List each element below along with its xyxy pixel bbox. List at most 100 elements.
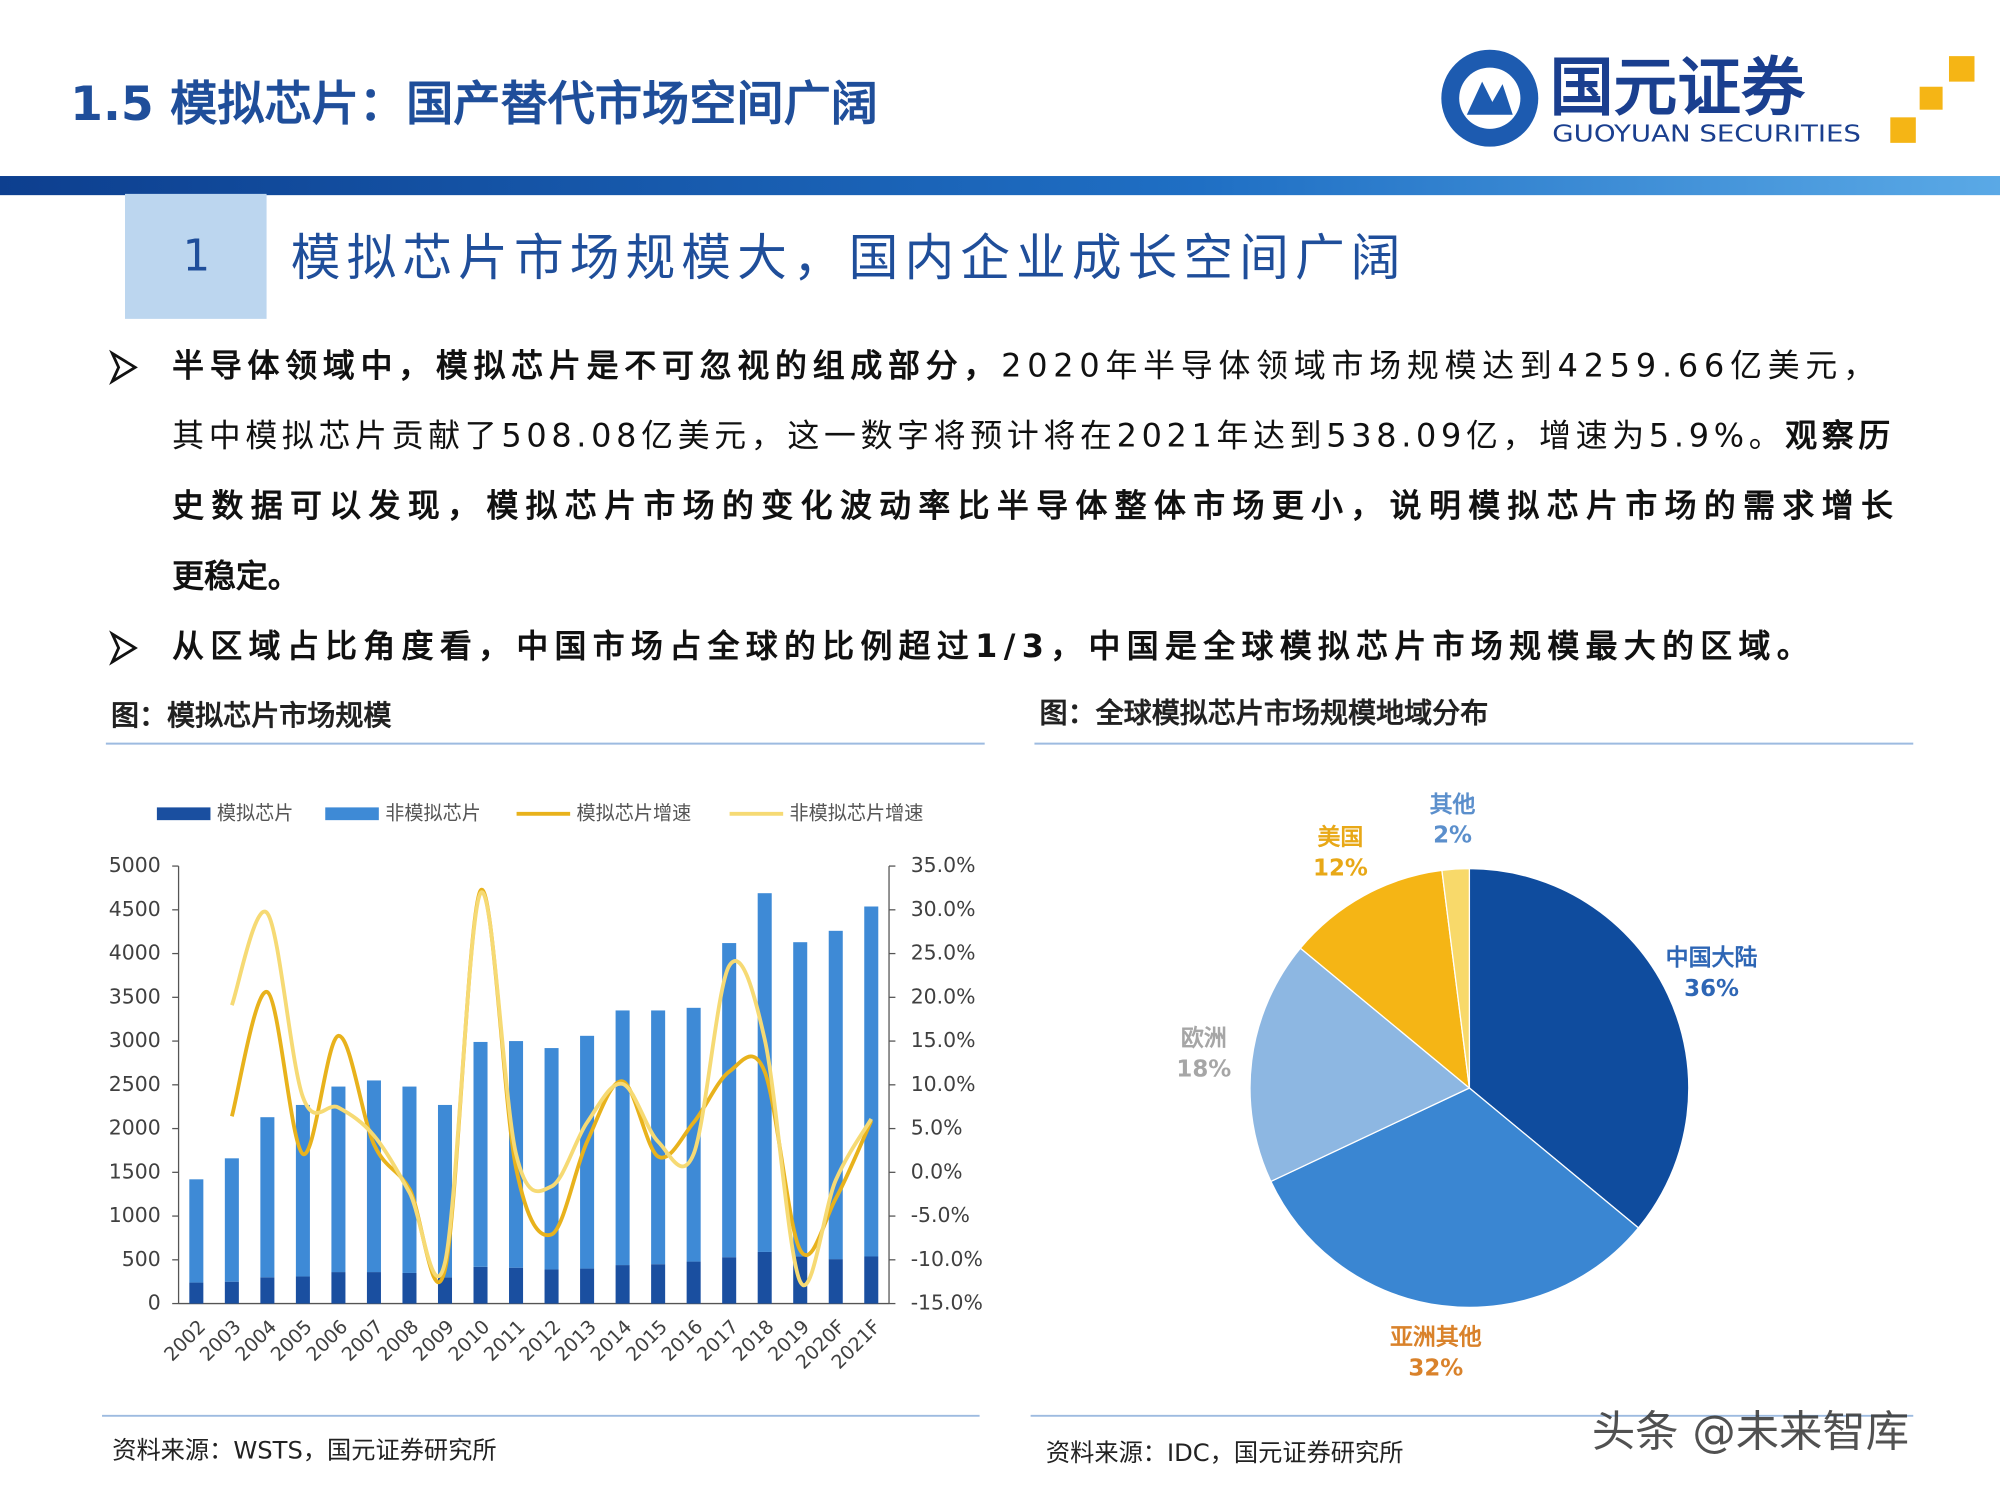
logo-square (1948, 56, 1975, 82)
y2-tick-label: 35.0% (911, 853, 976, 877)
bar (864, 1256, 879, 1304)
bar (366, 1272, 381, 1304)
bullet-line: 其中模拟芯片贡献了508.08亿美元，这一数字将预计将在2021年达到538.0… (172, 416, 1890, 454)
section-number: 1 (183, 231, 211, 281)
pie-label: 欧洲 (1181, 1026, 1227, 1052)
page-title: 1.5 模拟芯片：国产替代市场空间广阔 (70, 77, 878, 132)
y2-tick-label: 5.0% (911, 1116, 963, 1140)
bar (580, 1268, 595, 1304)
bar (722, 1257, 737, 1304)
logo-en: GUOYUAN SECURITIES (1552, 122, 1861, 148)
logo (1441, 49, 1975, 147)
logo-square (1919, 86, 1943, 110)
figure-caption: 图：全球模拟芯片市场规模地域分布 (1040, 696, 1489, 729)
legend-swatch (156, 807, 211, 821)
y2-tick-label: -5.0% (911, 1203, 970, 1227)
figure-source: 资料来源：WSTS，国元证券研究所 (112, 1437, 496, 1465)
bar (402, 1272, 417, 1304)
bar (757, 1251, 772, 1304)
bullet-line: 更稳定。 (172, 557, 300, 595)
bullet-run: 观察历 (1785, 416, 1890, 454)
logo-icon-mark (1466, 81, 1513, 115)
bar (651, 1264, 666, 1304)
y2-tick-label: 15.0% (911, 1028, 976, 1052)
y-tick-label: 1000 (109, 1203, 161, 1227)
bar (295, 1104, 310, 1277)
pie-slice (1441, 867, 1471, 1089)
header-bar (0, 176, 2000, 196)
bar (722, 943, 737, 1258)
y2-tick-label: 25.0% (911, 941, 976, 965)
y2-tick-label: 20.0% (911, 984, 976, 1008)
logo-name: 国元证券 (1550, 51, 1806, 125)
pie-value-label: 12% (1313, 855, 1368, 881)
figure-caption: 图：模拟芯片市场规模 (111, 699, 392, 732)
y2-tick-label: 30.0% (911, 897, 976, 921)
bar (224, 1281, 239, 1304)
bar (189, 1179, 204, 1283)
y2-tick-label: -15.0% (911, 1291, 983, 1315)
y-tick-label: 4500 (109, 897, 161, 921)
bar (686, 1261, 701, 1304)
bar (473, 1041, 488, 1267)
bullet-run: 其中模拟芯片贡献了508.08亿美元，这一数字将预计将在2021年达到538.0… (172, 416, 1780, 454)
y-tick-label: 1500 (109, 1159, 161, 1183)
bar (224, 1158, 239, 1282)
pie-slice (1270, 1087, 1640, 1309)
pie-value-label: 36% (1684, 976, 1739, 1002)
bar (544, 1048, 559, 1270)
bar (509, 1267, 524, 1304)
pie-label: 其他 (1430, 792, 1476, 818)
y-tick-label: 2500 (109, 1072, 161, 1096)
pie-label: 中国大陆 (1666, 945, 1758, 971)
bar (366, 1080, 381, 1273)
y-tick-label: 500 (122, 1247, 161, 1271)
legend-label: 非模拟芯片 (385, 801, 481, 824)
bar (686, 1007, 701, 1262)
bar (793, 942, 808, 1257)
legend-label: 模拟芯片增速 (577, 801, 692, 824)
bar (651, 1010, 666, 1265)
y2-tick-label: 0.0% (911, 1159, 963, 1183)
bullet-run: 更稳定。 (172, 557, 300, 595)
bar (295, 1276, 310, 1304)
bar (260, 1277, 275, 1304)
line-series (230, 890, 873, 1287)
pie-slice (1468, 867, 1690, 1229)
bullet-run: 从区域占比角度看，中国市场占全球的比例超过1/3，中国是全球模拟芯片市场规模最大… (172, 627, 1808, 665)
pie-label: 亚洲其他 (1390, 1325, 1482, 1351)
pie-value-label: 18% (1176, 1056, 1231, 1082)
pie-value-label: 2% (1433, 823, 1472, 849)
legend-label: 非模拟芯片增速 (790, 801, 924, 824)
bar (331, 1272, 346, 1304)
y2-tick-label: 10.0% (911, 1072, 976, 1096)
bar (580, 1035, 595, 1269)
bar (402, 1086, 417, 1273)
bar (864, 906, 879, 1257)
pie-value-label: 32% (1408, 1355, 1463, 1381)
bar (828, 1259, 843, 1304)
bullet-line: 从区域占比角度看，中国市场占全球的比例超过1/3，中国是全球模拟芯片市场规模最大… (172, 627, 1808, 665)
bar (189, 1282, 204, 1304)
y-tick-label: 4000 (109, 941, 161, 965)
y2-tick-label: -10.0% (911, 1247, 983, 1271)
legend-swatch (325, 807, 379, 821)
y-tick-label: 0 (148, 1291, 161, 1315)
y-tick-label: 2000 (109, 1116, 161, 1140)
pie-slice (1299, 869, 1471, 1090)
watermark: 头条 @未来智库 (1592, 1407, 1909, 1457)
legend-label: 模拟芯片 (217, 801, 294, 824)
bar (331, 1086, 346, 1273)
figure-source: 资料来源：IDC，国元证券研究所 (1046, 1439, 1404, 1467)
y-tick-label: 3500 (109, 984, 161, 1008)
y-tick-label: 3000 (109, 1028, 161, 1052)
bar (260, 1117, 275, 1278)
bullet-marker (109, 349, 138, 385)
pie-label: 美国 (1317, 824, 1363, 851)
bar (473, 1266, 488, 1304)
bullet-run: 2020年半导体领域市场规模达到4259.66亿美元， (1001, 346, 1875, 384)
logo-square (1890, 117, 1916, 143)
bar (544, 1269, 559, 1304)
pie-slice (1249, 947, 1471, 1183)
